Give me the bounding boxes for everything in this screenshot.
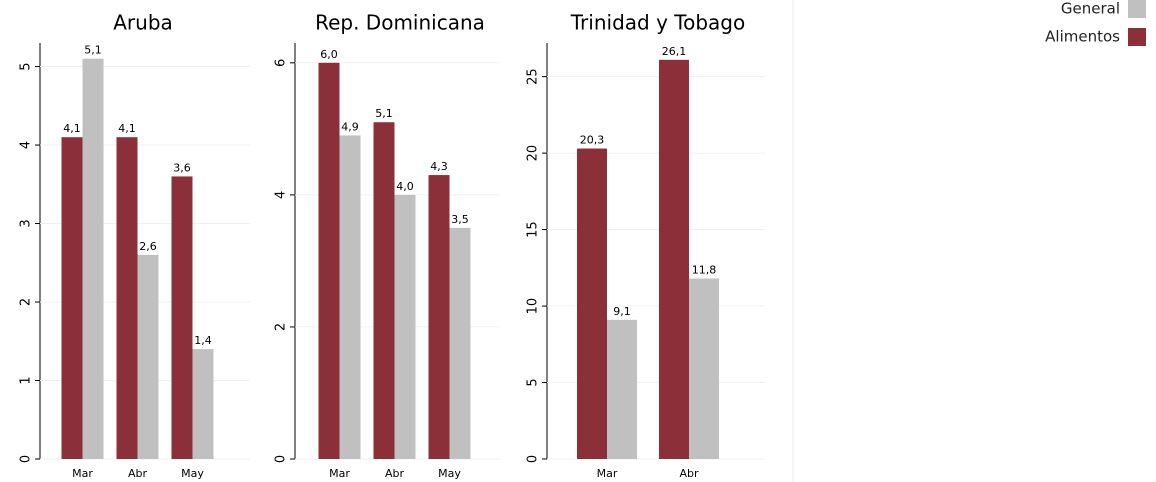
bar bbox=[82, 58, 104, 459]
value-label: 26,1 bbox=[662, 45, 687, 58]
x-tick-label: Mar bbox=[597, 467, 618, 480]
bar bbox=[449, 227, 471, 459]
y-tick-label: 10 bbox=[526, 298, 541, 315]
legend-label: Alimentos bbox=[1045, 28, 1120, 46]
legend-label: General bbox=[1061, 0, 1120, 18]
bar bbox=[318, 62, 340, 460]
bar bbox=[116, 137, 138, 460]
value-label: 4,3 bbox=[430, 160, 448, 173]
value-label: 6,0 bbox=[320, 48, 338, 61]
y-tick-label: 2 bbox=[274, 323, 289, 331]
bar bbox=[339, 135, 361, 459]
x-tick-label: Abr bbox=[679, 467, 699, 480]
x-tick-label: Mar bbox=[72, 467, 93, 480]
y-tick-label: 6 bbox=[274, 59, 289, 67]
y-tick-label: 5 bbox=[526, 378, 541, 386]
bar bbox=[577, 148, 607, 459]
value-label: 5,1 bbox=[375, 107, 393, 120]
bar bbox=[607, 319, 637, 459]
panel-title: Trinidad y Tobago bbox=[570, 11, 745, 35]
x-tick-label: May bbox=[181, 467, 204, 480]
y-tick-label: 5 bbox=[19, 62, 34, 70]
y-tick-label: 0 bbox=[274, 455, 289, 463]
value-label: 4,1 bbox=[118, 122, 136, 135]
value-label: 3,5 bbox=[451, 213, 469, 226]
value-label: 1,4 bbox=[194, 334, 212, 347]
value-label: 4,0 bbox=[396, 180, 414, 193]
value-label: 5,1 bbox=[84, 44, 102, 57]
value-label: 2,6 bbox=[139, 240, 157, 253]
panel-title: Rep. Dominicana bbox=[315, 11, 485, 35]
value-label: 9,1 bbox=[613, 305, 631, 318]
bar bbox=[428, 175, 450, 460]
bar bbox=[373, 122, 395, 459]
bar bbox=[192, 349, 214, 459]
value-label: 11,8 bbox=[692, 264, 717, 277]
bar bbox=[137, 254, 159, 459]
value-label: 3,6 bbox=[173, 161, 191, 174]
y-tick-label: 2 bbox=[19, 298, 34, 306]
bar bbox=[659, 59, 689, 460]
value-label: 4,1 bbox=[63, 122, 81, 135]
panel-title: Aruba bbox=[113, 11, 173, 35]
x-tick-label: Mar bbox=[329, 467, 350, 480]
bar bbox=[61, 137, 83, 460]
bar bbox=[171, 176, 193, 459]
value-label: 20,3 bbox=[580, 134, 605, 147]
y-tick-label: 25 bbox=[526, 68, 541, 85]
bar bbox=[689, 278, 719, 459]
y-tick-label: 0 bbox=[19, 455, 34, 463]
y-tick-label: 1 bbox=[19, 376, 34, 384]
x-tick-label: May bbox=[438, 467, 461, 480]
x-tick-label: Abr bbox=[128, 467, 148, 480]
y-tick-label: 20 bbox=[526, 145, 541, 162]
y-tick-label: 0 bbox=[526, 455, 541, 463]
value-label: 4,9 bbox=[341, 120, 359, 133]
y-tick-label: 4 bbox=[19, 141, 34, 149]
legend-swatch bbox=[1128, 28, 1146, 46]
legend-swatch bbox=[1128, 0, 1146, 18]
y-tick-label: 15 bbox=[526, 221, 541, 238]
y-tick-label: 4 bbox=[274, 191, 289, 199]
x-tick-label: Abr bbox=[385, 467, 405, 480]
y-tick-label: 3 bbox=[19, 219, 34, 227]
bar bbox=[394, 194, 416, 459]
